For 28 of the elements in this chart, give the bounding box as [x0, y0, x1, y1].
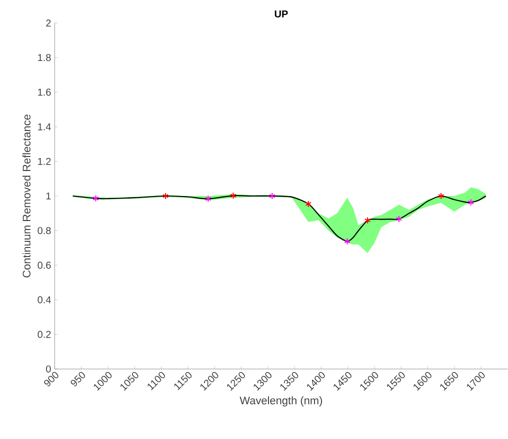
- y-tick-label: 1: [46, 192, 51, 200]
- y-tick-label: 0.2: [38, 330, 51, 338]
- y-tick-label: 1.2: [38, 158, 51, 165]
- y-tick-label: 0: [46, 365, 51, 373]
- point: [230, 192, 236, 200]
- point: [468, 198, 474, 206]
- y-tick-label: 1.8: [38, 54, 51, 62]
- x-tick-label: 900: [44, 372, 58, 386]
- y-tick-label: 0.8: [38, 227, 51, 234]
- point: [92, 194, 99, 202]
- y-tick-label: 1.6: [38, 88, 51, 96]
- point: [269, 192, 276, 200]
- chart-title: UP: [274, 10, 288, 18]
- y-tick-label: 2: [46, 20, 51, 26]
- y-axis-title: Continuum Removed Reflectance: [22, 114, 30, 278]
- point: [205, 195, 212, 202]
- point: [305, 200, 312, 208]
- y-tick-label: 0.4: [38, 296, 51, 304]
- x-tick-label: 950: [70, 372, 86, 386]
- y-tick-label: 0.6: [38, 262, 51, 269]
- point: [396, 216, 402, 222]
- line-series: [72, 194, 486, 242]
- x-axis-title: Wavelength (nm): [240, 396, 322, 406]
- point: [438, 192, 444, 200]
- point: [364, 216, 371, 224]
- point: [162, 192, 169, 200]
- y-tick-label: 1.4: [38, 123, 51, 130]
- point: [344, 238, 350, 245]
